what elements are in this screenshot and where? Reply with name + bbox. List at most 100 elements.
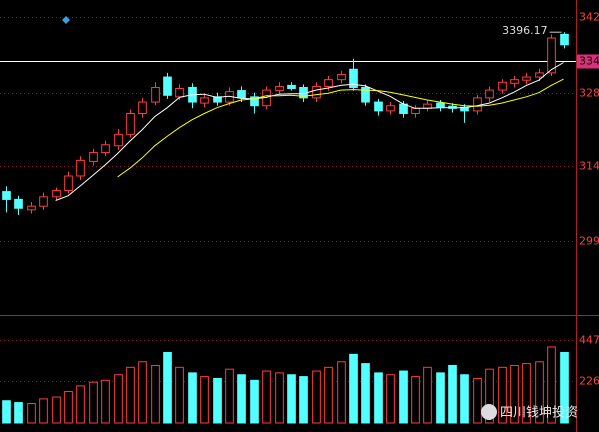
ma-line (55, 62, 564, 201)
candle-body (324, 79, 333, 87)
candle-body (522, 76, 531, 81)
watermark: 四川钱坤投资 (481, 404, 578, 421)
candle-body (560, 33, 569, 46)
candle-body (200, 97, 209, 104)
volume-bar (188, 372, 197, 424)
y-tick-label: 447 (579, 334, 599, 347)
volume-bar (510, 364, 519, 424)
volume-bar (52, 396, 61, 424)
high-annotation: 3396.17 (502, 24, 548, 37)
volume-bar (547, 346, 556, 424)
y-tick-label: 314 (579, 160, 599, 173)
candle-body (126, 113, 135, 135)
candle-body (89, 152, 98, 162)
candle-body (138, 101, 147, 115)
candle-body (349, 68, 358, 88)
volume-bar (473, 377, 482, 424)
volume-bar (485, 368, 494, 424)
volume-bar (399, 370, 408, 424)
candle-body (547, 37, 556, 74)
candle-body (460, 106, 469, 112)
tick-highlight (577, 54, 599, 69)
candle-body (485, 89, 494, 99)
volume-bar (237, 374, 246, 424)
volume-bar (312, 370, 321, 424)
volume-bar (250, 379, 259, 424)
candle-body (14, 198, 23, 209)
candle-body (114, 133, 123, 147)
candle-body (510, 79, 519, 84)
candle-body (399, 103, 408, 115)
volume-bar (460, 374, 469, 424)
volume-bar (299, 376, 308, 424)
candle-body (473, 97, 482, 112)
volume-bar (225, 368, 234, 424)
volume-bar (14, 402, 23, 424)
candle-body (250, 96, 259, 107)
candle-body (498, 81, 507, 91)
volume-bar (114, 374, 123, 424)
y-tick-label: 334 (579, 55, 599, 68)
volume-bar (361, 363, 370, 424)
volume-bar (213, 377, 222, 424)
y-tick-label: 226 (579, 375, 599, 388)
volume-bar (89, 381, 98, 424)
volume-bar (151, 364, 160, 424)
candle-body (2, 191, 11, 200)
volume-bar (522, 363, 531, 424)
candle-body (423, 103, 432, 109)
candle-body (52, 190, 61, 198)
volume-bar (64, 390, 73, 424)
y-tick-label: 328 (579, 87, 599, 100)
candle-body (27, 205, 36, 211)
candle-body (411, 107, 420, 115)
candle-body (151, 86, 160, 103)
candle-body (287, 84, 296, 90)
volume-bar (126, 366, 135, 424)
volume-bar (324, 366, 333, 424)
candle-body (39, 196, 48, 207)
candle-body (337, 73, 346, 81)
volume-bar (423, 366, 432, 424)
volume-bar (262, 370, 271, 424)
candle-body (175, 88, 184, 98)
volume-bar (138, 361, 147, 424)
candle-body (361, 86, 370, 103)
y-tick-label: 342 (579, 11, 599, 24)
watermark-text: 四川钱坤投资 (500, 405, 578, 421)
volume-bar (27, 403, 36, 424)
candle-body (76, 159, 85, 177)
volume-bar (39, 398, 48, 424)
volume-bar (200, 376, 209, 424)
candle-body (237, 90, 246, 99)
candle-body (312, 85, 321, 99)
candle-body (535, 72, 544, 78)
volume-bar (76, 385, 85, 424)
volume-bar (101, 379, 110, 424)
volume-bar (275, 372, 284, 424)
volume-bar (448, 364, 457, 424)
volume-bar (2, 400, 11, 424)
volume-bar (163, 351, 172, 424)
volume-bar (374, 372, 383, 424)
volume-bar (498, 366, 507, 424)
volume-bar (337, 361, 346, 424)
candle-body (64, 175, 73, 192)
candle-body (386, 105, 395, 112)
volume-bar (349, 353, 358, 424)
candle-body (275, 85, 284, 92)
ma-line (117, 78, 564, 178)
volume-bar (411, 376, 420, 424)
candle-body (163, 76, 172, 96)
volume-bar (386, 374, 395, 424)
volume-bar (175, 366, 184, 424)
watermark-logo (481, 404, 497, 420)
volume-bar (287, 374, 296, 424)
candle-body (101, 144, 110, 154)
candle-body (374, 101, 383, 112)
volume-bar (436, 372, 445, 424)
y-tick-label: 299 (579, 235, 599, 248)
volume-bar (535, 361, 544, 424)
volume-bar (560, 351, 569, 424)
